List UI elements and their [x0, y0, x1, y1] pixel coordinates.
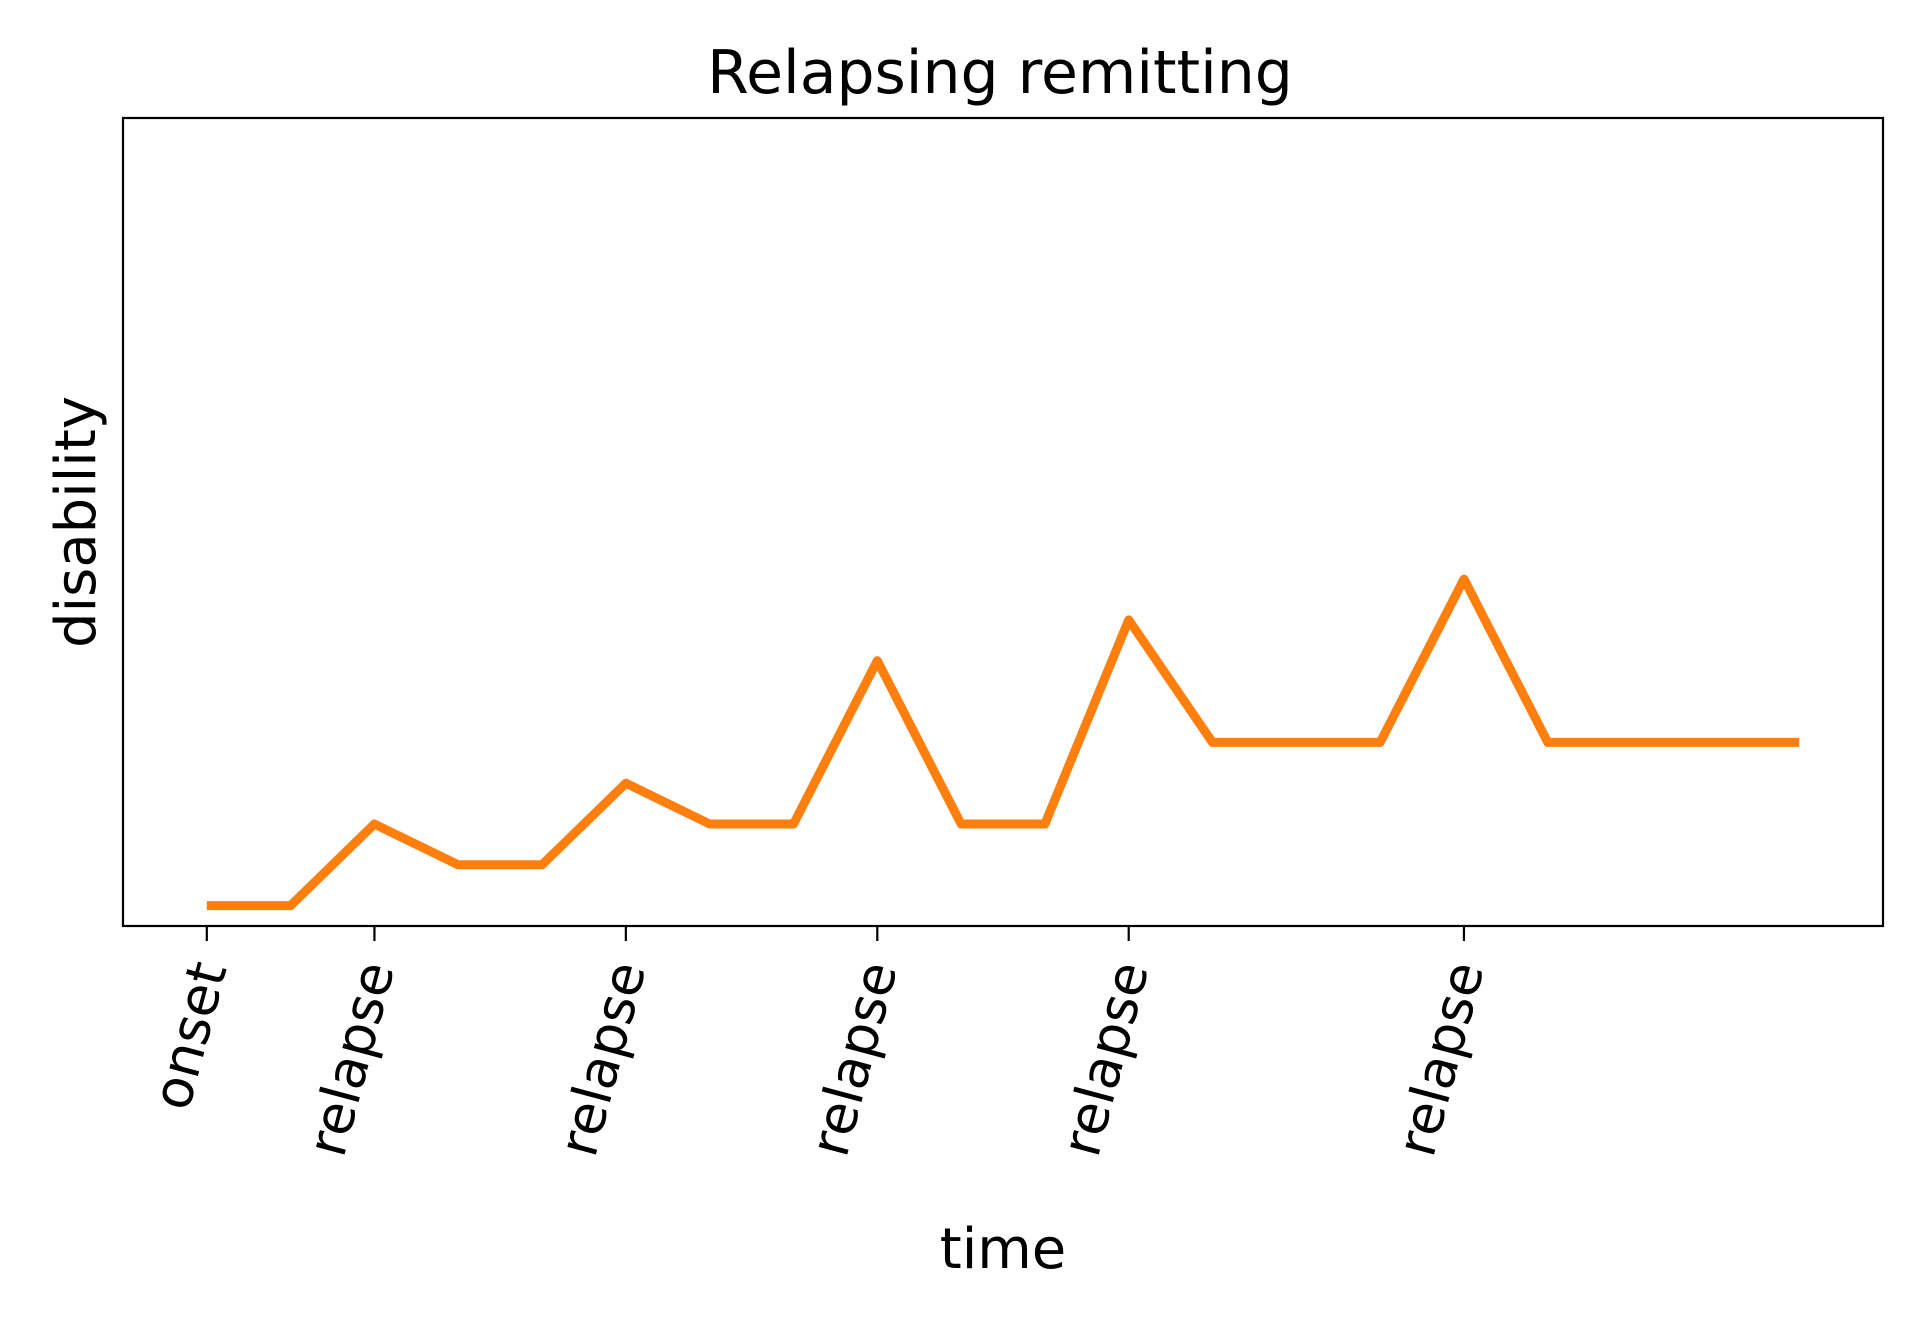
- x-tick-label: relapse: [1384, 955, 1496, 1163]
- series-line-0: [206, 574, 1800, 911]
- series-layer: [206, 574, 1800, 911]
- chart-title: Relapsing remitting: [707, 38, 1293, 108]
- x-tick-label: relapse: [1049, 955, 1161, 1163]
- y-axis-label: disability: [44, 396, 109, 648]
- x-tick-label: relapse: [546, 955, 658, 1163]
- x-tick-label: onset: [140, 955, 240, 1116]
- x-ticks: onset relapse relapse relapse relapse relapse: [140, 926, 1497, 1163]
- x-axis-label: time: [940, 1217, 1067, 1282]
- x-tick-label: relapse: [295, 955, 407, 1163]
- plot-frame: [121, 116, 1885, 928]
- x-tick-label: relapse: [798, 955, 910, 1163]
